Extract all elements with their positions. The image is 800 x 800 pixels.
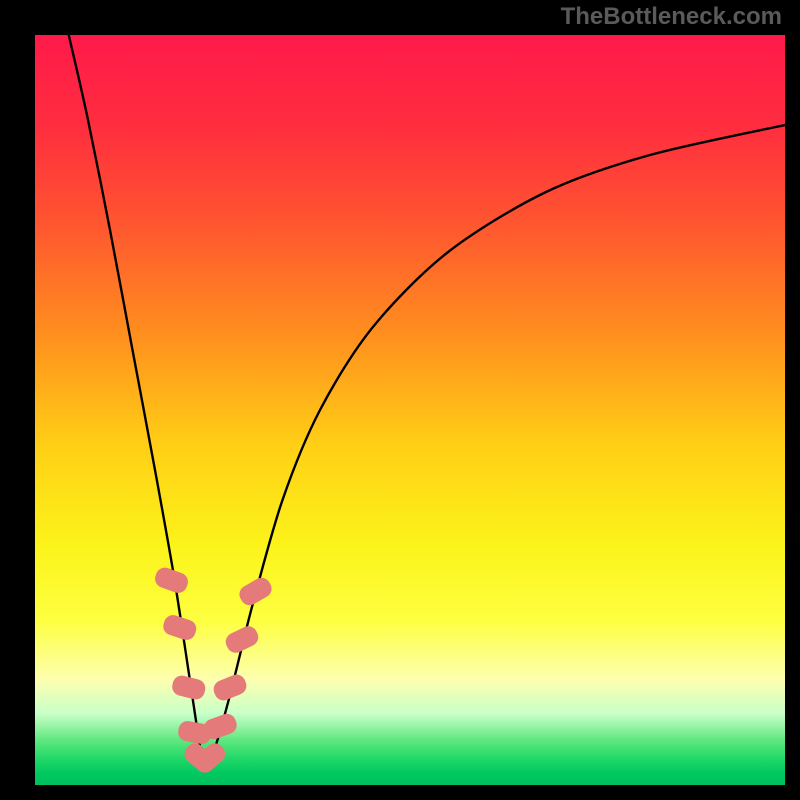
data-marker <box>161 613 199 642</box>
chart-root: { "canvas": { "width": 800, "height": 80… <box>0 0 800 800</box>
data-marker <box>236 574 275 608</box>
plot-area <box>35 35 785 785</box>
curve-left <box>69 35 204 768</box>
chart-svg <box>35 35 785 785</box>
data-marker <box>170 674 207 702</box>
curve-right <box>204 125 785 768</box>
data-marker <box>211 672 249 703</box>
data-marker <box>153 565 191 595</box>
watermark-text: TheBottleneck.com <box>561 3 782 31</box>
